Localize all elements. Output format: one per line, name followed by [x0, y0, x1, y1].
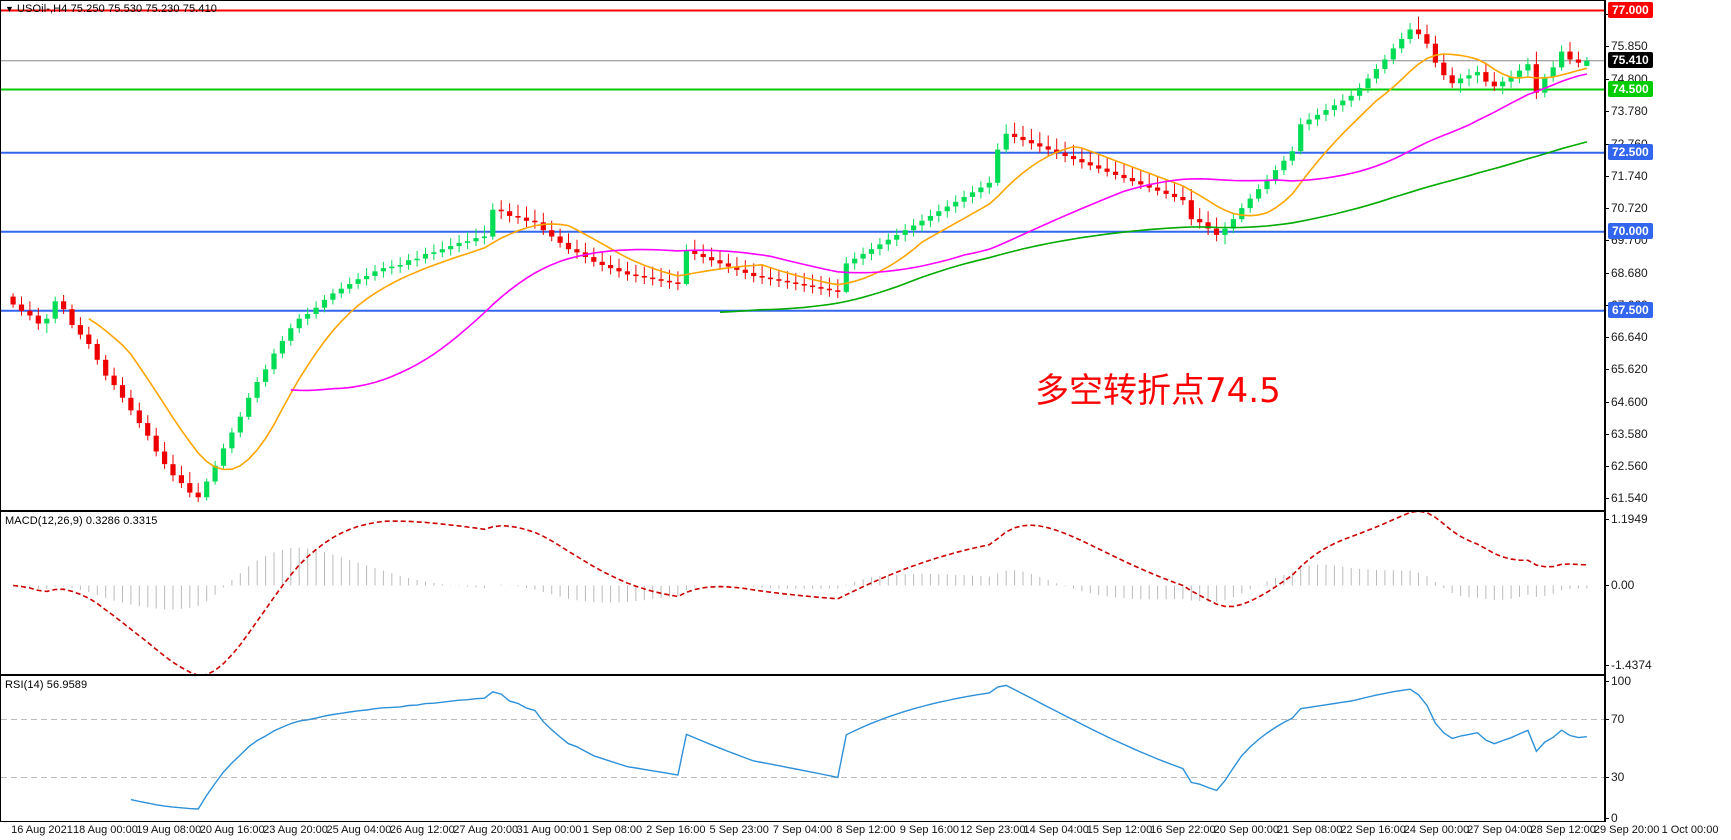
time-tick: 26 Aug 12:00 — [389, 824, 455, 836]
macd-tick: 1.1949 — [1605, 512, 1648, 526]
time-tick: 9 Sep 16:00 — [899, 824, 960, 836]
rsi-tick: 70 — [1604, 711, 1625, 726]
time-tick: 27 Aug 20:00 — [453, 824, 519, 836]
chart-annotation-text: 多空转折点74.5 — [1035, 371, 1281, 411]
time-tick: 23 Aug 20:00 — [263, 824, 328, 836]
time-tick: 27 Sep 04:00 — [1467, 824, 1533, 836]
time-tick: 18 Aug 00:00 — [72, 824, 138, 836]
price-level-tag[interactable]: 72.500 — [1608, 143, 1653, 160]
time-tick: 20 Sep 00:00 — [1213, 824, 1280, 836]
price-level-tag[interactable]: 67.500 — [1608, 301, 1653, 318]
price-tick: 71.740 — [1605, 168, 1648, 183]
price-tick: 64.600 — [1605, 394, 1648, 409]
price-tick: 62.560 — [1605, 459, 1648, 473]
price-tick: 63.580 — [1605, 426, 1648, 441]
macd-panel-label: MACD(12,26,9) 0.3286 0.3315 — [5, 515, 158, 527]
macd-indicator-panel[interactable] — [0, 511, 1605, 675]
time-tick: 20 Aug 16:00 — [199, 824, 265, 836]
price-tick: 61.540 — [1605, 491, 1648, 506]
price-chart-canvas — [1, 9, 1604, 503]
price-tick: 66.640 — [1605, 330, 1648, 344]
scale-divider — [1605, 0, 1606, 822]
price-level-tag[interactable]: 75.410 — [1608, 51, 1653, 68]
time-tick: 2 Sep 16:00 — [646, 824, 706, 836]
time-tick: 8 Sep 12:00 — [836, 824, 896, 836]
rsi-tick: 0 — [1605, 811, 1618, 825]
price-tick: 75.850 — [1605, 38, 1648, 53]
time-tick: 12 Sep 23:00 — [960, 824, 1026, 836]
rsi-tick: 30 — [1604, 769, 1625, 784]
price-tick: 68.680 — [1605, 265, 1648, 280]
rsi-panel-label: RSI(14) 56.9589 — [5, 679, 88, 691]
rsi-canvas — [1, 684, 1604, 810]
time-tick: 24 Sep 00:00 — [1403, 824, 1470, 836]
symbol-quote-text: USOil-,H4 75.250 75.530 75.230 75.410 — [17, 3, 218, 15]
time-tick: 5 Sep 23:00 — [709, 824, 769, 836]
time-tick: 7 Sep 04:00 — [772, 824, 833, 836]
price-chart-panel[interactable] — [0, 0, 1605, 511]
price-level-tag[interactable]: 70.000 — [1608, 222, 1653, 239]
time-tick: 25 Aug 04:00 — [326, 824, 392, 836]
time-tick: 21 Sep 08:00 — [1276, 824, 1343, 836]
time-tick: 28 Sep 12:00 — [1530, 824, 1596, 836]
time-tick: 1 Sep 08:00 — [582, 824, 643, 836]
macd-tick: 0.00 — [1604, 577, 1635, 592]
time-tick: 16 Aug 2021 — [11, 824, 73, 836]
price-panel-label: ▼ USOil-,H4 75.250 75.530 75.230 75.410 — [5, 3, 217, 15]
price-tick: 65.620 — [1605, 362, 1648, 377]
macd-tick: -1.4374 — [1605, 658, 1652, 672]
collapse-icon[interactable]: ▼ — [5, 4, 15, 14]
rsi-indicator-panel[interactable] — [0, 675, 1605, 822]
price-level-tag[interactable]: 77.000 — [1608, 1, 1653, 18]
price-scale[interactable]: 76.87075.85074.80073.78072.76071.74070.7… — [1604, 0, 1731, 840]
time-tick: 14 Sep 04:00 — [1023, 824, 1089, 836]
time-axis[interactable]: 16 Aug 2021 18 Aug 00:00 19 Aug 08:00 20 Au… — [0, 822, 1731, 840]
time-tick: 19 Aug 08:00 — [136, 824, 202, 836]
price-level-tag[interactable]: 74.500 — [1608, 80, 1653, 97]
macd-canvas — [13, 512, 1588, 674]
price-tick: 73.780 — [1605, 104, 1648, 119]
time-tick: 16 Sep 22:00 — [1150, 824, 1216, 836]
time-tick: 22 Sep 16:00 — [1340, 824, 1406, 836]
rsi-tick: 100 — [1604, 674, 1632, 688]
time-tick: 15 Sep 12:00 — [1086, 824, 1153, 836]
time-tick: 1 Oct 00:00 — [1661, 824, 1719, 836]
price-tick: 70.720 — [1605, 201, 1648, 215]
time-tick: 31 Aug 00:00 — [516, 824, 582, 836]
time-tick: 29 Sep 20:00 — [1593, 824, 1660, 836]
